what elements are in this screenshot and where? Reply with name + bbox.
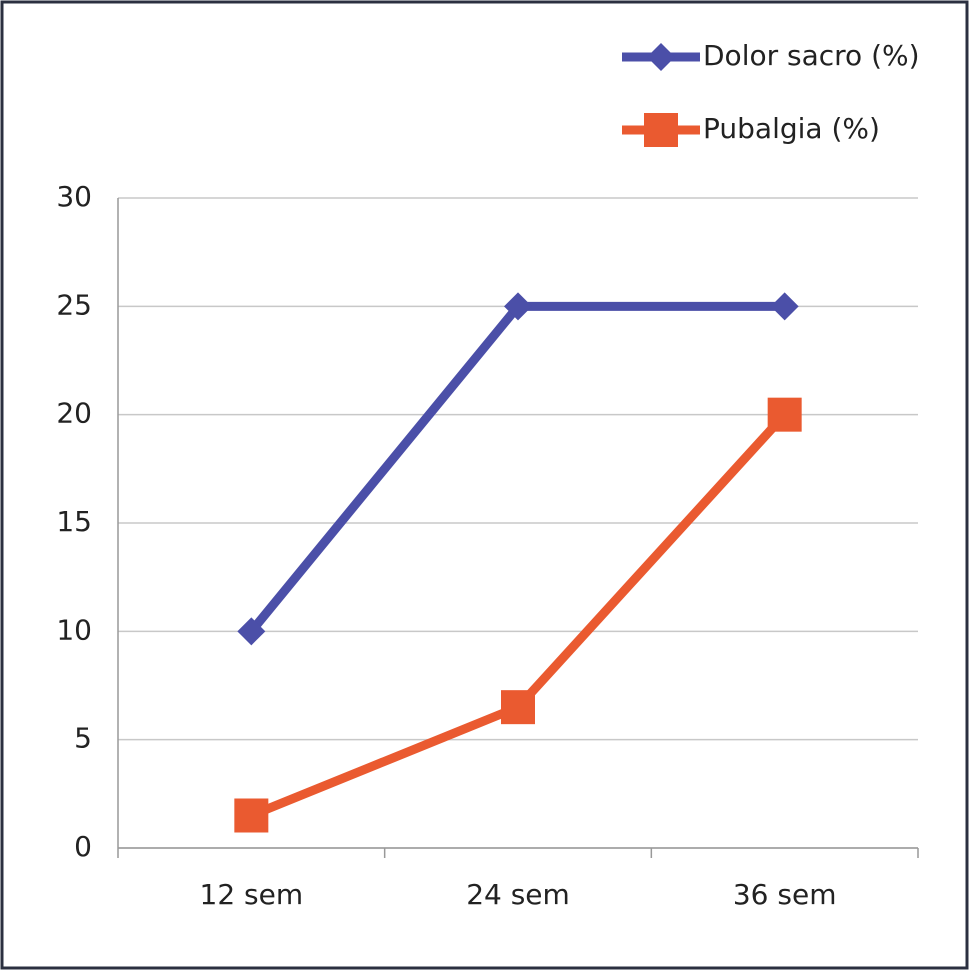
marker <box>504 292 532 321</box>
x-tick-label: 36 sem <box>733 878 837 911</box>
legend-label: Dolor sacro (%) <box>703 39 920 72</box>
marker <box>647 43 675 71</box>
marker <box>770 292 799 321</box>
marker <box>767 397 802 432</box>
y-tick-label: 20 <box>56 397 92 430</box>
y-tick-label: 30 <box>56 180 92 213</box>
y-tick-label: 10 <box>56 613 92 646</box>
y-tick-label: 5 <box>74 722 92 755</box>
y-tick-label: 0 <box>74 830 92 863</box>
marker <box>237 617 266 646</box>
marker <box>234 798 269 833</box>
x-tick-label: 12 sem <box>200 878 304 911</box>
y-tick-label: 15 <box>56 505 92 538</box>
marker <box>501 690 535 725</box>
y-tick-label: 25 <box>56 288 92 321</box>
x-tick-label: 24 sem <box>466 878 570 911</box>
legend-label: Pubalgia (%) <box>703 112 880 145</box>
marker <box>644 113 678 147</box>
